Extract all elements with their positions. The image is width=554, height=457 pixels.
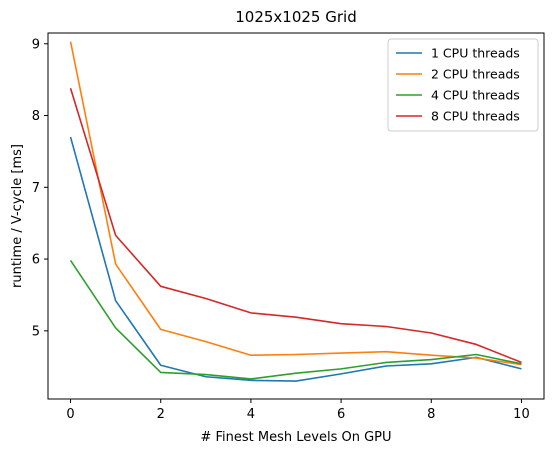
y-tick-label: 7 <box>32 181 40 196</box>
series-line-3 <box>69 260 522 380</box>
y-axis: 5 6 7 8 9 <box>32 37 48 339</box>
axes-frame <box>47 32 545 400</box>
y-tick-label: 9 <box>32 37 40 52</box>
x-axis: 0 2 4 6 8 10 <box>66 399 530 422</box>
x-tick-label: 8 <box>427 407 435 422</box>
y-tick-label: 6 <box>32 253 40 268</box>
x-tick-label: 4 <box>247 407 255 422</box>
series-line-4 <box>69 88 522 364</box>
legend-label-2: 2 CPU threads <box>431 67 520 82</box>
legend-label-3: 4 CPU threads <box>431 88 520 103</box>
x-tick-label: 2 <box>157 407 165 422</box>
plot-area <box>69 41 522 382</box>
legend-label-1: 1 CPU threads <box>431 46 520 61</box>
y-tick-label: 8 <box>32 109 40 124</box>
y-axis-label: runtime / V-cycle [ms] <box>10 144 25 288</box>
legend-label-4: 8 CPU threads <box>431 109 520 124</box>
x-tick-label: 6 <box>337 407 345 422</box>
chart-title: 1025x1025 Grid <box>235 8 356 26</box>
x-tick-label: 10 <box>513 407 530 422</box>
series-line-1 <box>69 136 522 382</box>
legend: 1 CPU threads 2 CPU threads 4 CPU threads 8… <box>387 38 539 132</box>
y-tick-label: 5 <box>32 324 40 339</box>
legend-box <box>387 38 539 132</box>
series-line-2 <box>69 41 522 366</box>
x-axis-label: # Finest Mesh Levels On GPU <box>200 430 391 445</box>
x-tick-label: 0 <box>66 407 74 422</box>
